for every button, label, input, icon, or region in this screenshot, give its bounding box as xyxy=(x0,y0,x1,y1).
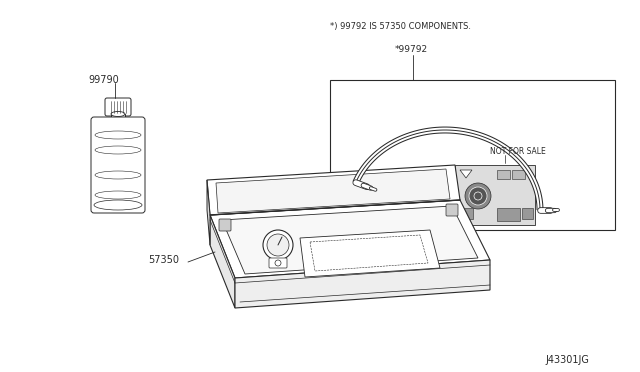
Polygon shape xyxy=(460,170,472,178)
Text: 57350: 57350 xyxy=(148,255,179,265)
Polygon shape xyxy=(455,165,535,225)
Polygon shape xyxy=(222,206,478,274)
FancyBboxPatch shape xyxy=(497,208,520,221)
FancyBboxPatch shape xyxy=(460,208,472,218)
FancyBboxPatch shape xyxy=(522,208,532,218)
Polygon shape xyxy=(300,230,440,277)
Text: *99792: *99792 xyxy=(395,45,428,54)
Circle shape xyxy=(465,183,491,209)
Text: *) 99792 IS 57350 COMPONENTS.: *) 99792 IS 57350 COMPONENTS. xyxy=(330,22,471,31)
FancyBboxPatch shape xyxy=(497,170,509,179)
FancyBboxPatch shape xyxy=(105,98,131,116)
FancyBboxPatch shape xyxy=(511,170,525,179)
Ellipse shape xyxy=(94,200,142,210)
Polygon shape xyxy=(216,169,450,213)
Text: 99790: 99790 xyxy=(88,75,119,85)
Polygon shape xyxy=(207,180,210,245)
Ellipse shape xyxy=(111,112,125,116)
Circle shape xyxy=(267,234,289,256)
FancyBboxPatch shape xyxy=(446,204,458,216)
Polygon shape xyxy=(207,165,460,215)
Polygon shape xyxy=(210,215,235,308)
FancyBboxPatch shape xyxy=(219,219,231,231)
FancyBboxPatch shape xyxy=(269,258,287,268)
Polygon shape xyxy=(210,200,490,278)
Text: NOT FOR SALE: NOT FOR SALE xyxy=(490,147,546,156)
FancyBboxPatch shape xyxy=(91,117,145,213)
Circle shape xyxy=(263,230,293,260)
Circle shape xyxy=(469,187,487,205)
FancyBboxPatch shape xyxy=(111,114,125,122)
Polygon shape xyxy=(235,260,490,308)
Text: J43301JG: J43301JG xyxy=(545,355,589,365)
